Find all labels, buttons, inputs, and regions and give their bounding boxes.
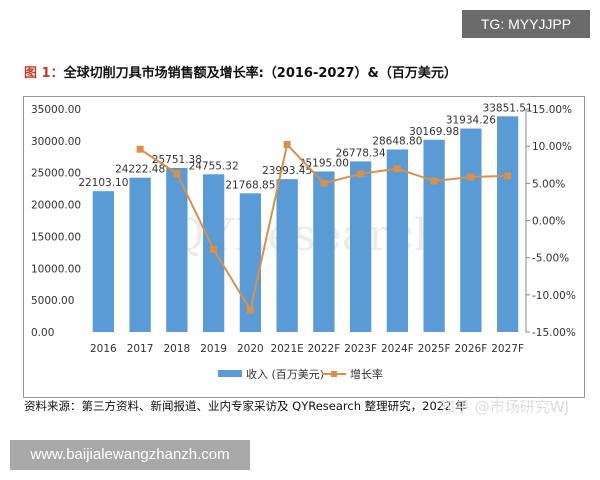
x-tick-label: 2021E	[270, 343, 303, 355]
bar-data-label: 33851.51	[483, 102, 533, 114]
right-tick-label: 10.00%	[532, 141, 572, 153]
left-tick-label: 15000.00	[31, 231, 81, 243]
bar	[423, 139, 445, 332]
x-tick-label: 2020	[237, 343, 264, 355]
bar	[129, 177, 151, 332]
bar	[460, 128, 482, 332]
x-tick-label: 2024F	[381, 343, 414, 355]
bar	[349, 161, 372, 332]
left-tick-label: 35000.00	[31, 104, 81, 116]
growth-marker	[320, 179, 328, 187]
title-text: 全球切削刀具市场销售额及增长率:（2016-2027）&（百万美元）	[63, 66, 457, 81]
x-tick-label: 2022F	[307, 343, 340, 355]
growth-marker	[393, 165, 401, 173]
bar-data-label: 30169.98	[409, 126, 459, 138]
x-tick-label: 2016	[90, 343, 117, 355]
bar-data-label: 22103.10	[78, 177, 128, 189]
growth-marker	[504, 172, 512, 180]
bar	[386, 149, 409, 332]
left-tick-label: 25000.00	[31, 168, 81, 180]
legend-swatch-revenue	[218, 370, 242, 377]
chart-frame	[23, 96, 585, 398]
bar-data-label: 25751.38	[152, 154, 202, 166]
bar	[202, 174, 225, 332]
left-tick-label: 0.00	[31, 327, 54, 339]
growth-marker	[136, 145, 144, 153]
bar-data-label: 24755.32	[189, 160, 239, 172]
right-tick-label: 15.00%	[532, 104, 572, 116]
growth-marker	[283, 141, 291, 149]
growth-marker	[246, 306, 254, 314]
chart-title: 图 1：全球切削刀具市场销售额及增长率:（2016-2027）&（百万美元）	[24, 62, 457, 81]
bar-data-label: 28648.80	[372, 135, 422, 147]
growth-marker	[357, 170, 365, 178]
right-tick-label: -15.00%	[532, 327, 576, 339]
chart: QYResearch0.005000.0010000.0015000.00200…	[31, 102, 576, 381]
x-tick-label: 2026F	[454, 343, 487, 355]
legend-label-growth: 增长率	[350, 367, 383, 381]
growth-marker	[430, 177, 438, 185]
zhihu-watermark: 知乎 @市场研究WJ	[440, 398, 570, 416]
left-tick-label: 10000.00	[31, 263, 81, 275]
x-tick-label: 2023F	[344, 343, 377, 355]
right-tick-label: 5.00%	[532, 178, 565, 190]
growth-marker	[467, 173, 475, 181]
left-tick-label: 20000.00	[31, 200, 81, 212]
legend-label-revenue: 收入 (百万美元)	[246, 367, 324, 381]
right-tick-label: 0.00%	[532, 216, 565, 228]
x-tick-label: 2017	[127, 343, 154, 355]
figure-label: 图 1：	[24, 66, 64, 81]
url-watermark: www.baijialewangzhanzh.com	[10, 440, 250, 470]
right-tick-label: -10.00%	[532, 290, 576, 302]
right-tick-label: -5.00%	[532, 253, 569, 265]
bar	[239, 193, 262, 332]
bar	[496, 116, 519, 332]
x-tick-label: 2025F	[418, 343, 451, 355]
left-tick-label: 5000.00	[31, 295, 74, 307]
left-tick-label: 30000.00	[31, 136, 81, 148]
bar-data-label: 21768.85	[225, 179, 275, 191]
x-tick-label: 2019	[200, 343, 227, 355]
growth-marker	[210, 245, 218, 253]
bar-data-label: 23993.45	[262, 165, 312, 177]
x-tick-label: 2018	[164, 343, 191, 355]
growth-marker	[173, 170, 181, 178]
legend-marker-growth	[331, 371, 337, 377]
bar	[166, 167, 188, 332]
bar	[276, 179, 298, 332]
bar-data-label: 24222.48	[115, 164, 165, 176]
bar-data-label: 25195.00	[299, 157, 349, 169]
bar-data-label: 26778.34	[336, 147, 386, 159]
bar-data-label: 31934.26	[446, 115, 496, 127]
source-note: 资料来源：第三方资料、新闻报道、业内专家采访及 QYResearch 整理研究，…	[24, 399, 467, 413]
x-tick-label: 2027F	[491, 343, 524, 355]
watermark-tg: TG: MYYJJPP	[462, 10, 590, 38]
bar	[92, 191, 115, 332]
bar	[313, 171, 335, 332]
